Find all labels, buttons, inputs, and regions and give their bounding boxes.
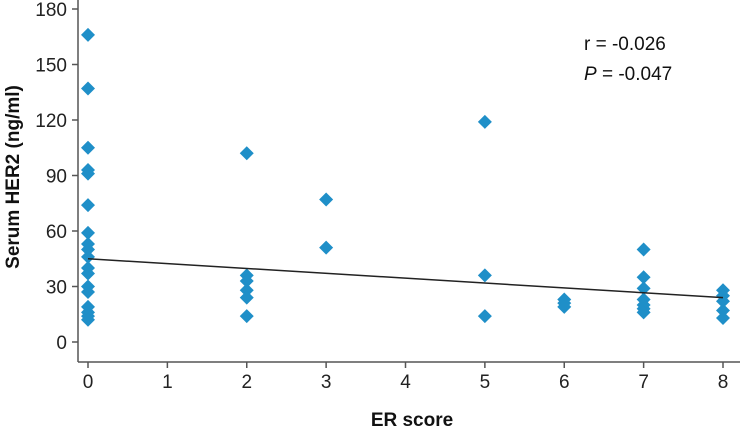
y-axis-title: Serum HER2 (ng/ml)	[3, 85, 24, 269]
data-point	[81, 285, 95, 300]
x-ticks: 0 1 2 3 4 5 6 7 8	[83, 362, 729, 393]
x-tick-label: 4	[400, 372, 411, 393]
y-tick-label: 120	[35, 111, 67, 132]
data-point	[716, 303, 730, 318]
correlation-r-text: r = -0.026	[584, 34, 666, 55]
p-value-number: = -0.047	[597, 64, 673, 85]
p-value-label: P	[584, 64, 597, 85]
data-point	[477, 309, 492, 324]
trend-line	[87, 258, 724, 299]
y-tick-label: 0	[56, 333, 67, 354]
data-point	[81, 81, 95, 96]
x-tick-label: 0	[83, 372, 94, 393]
data-point	[716, 310, 730, 325]
y-ticks: 0 30 60 90 120 150 180	[35, 0, 78, 354]
y-tick-label: 180	[35, 0, 67, 21]
axes	[77, 0, 740, 363]
data-point	[319, 240, 334, 255]
data-point	[239, 273, 254, 288]
x-tick-label: 5	[480, 372, 491, 393]
x-axis-title: ER score	[371, 410, 453, 428]
y-tick-label: 30	[46, 278, 67, 299]
p-value-text: P = -0.047	[584, 64, 672, 85]
data-point	[636, 305, 651, 320]
data-point	[81, 266, 95, 281]
x-tick-label: 2	[241, 372, 252, 393]
data-point	[636, 270, 651, 285]
y-tick-label: 150	[35, 56, 67, 77]
data-point	[81, 242, 95, 257]
data-point	[239, 283, 254, 298]
y-tick-label: 60	[46, 222, 67, 243]
data-point	[81, 225, 95, 240]
data-point	[319, 192, 334, 207]
data-point	[81, 27, 95, 42]
data-point	[557, 299, 572, 314]
data-point	[636, 242, 651, 257]
x-tick-label: 7	[638, 372, 649, 393]
x-tick-label: 6	[559, 372, 570, 393]
data-point	[81, 140, 95, 155]
data-point	[239, 146, 254, 161]
data-point	[477, 114, 492, 129]
data-point	[81, 249, 95, 264]
data-point	[81, 312, 95, 327]
x-tick-label: 3	[321, 372, 332, 393]
x-tick-label: 1	[162, 372, 173, 393]
data-point	[81, 198, 95, 213]
x-tick-label: 8	[718, 372, 729, 393]
data-point	[81, 166, 95, 181]
data-point	[239, 309, 254, 324]
y-tick-label: 90	[46, 167, 67, 188]
data-point	[477, 268, 492, 283]
data-point	[239, 290, 254, 305]
